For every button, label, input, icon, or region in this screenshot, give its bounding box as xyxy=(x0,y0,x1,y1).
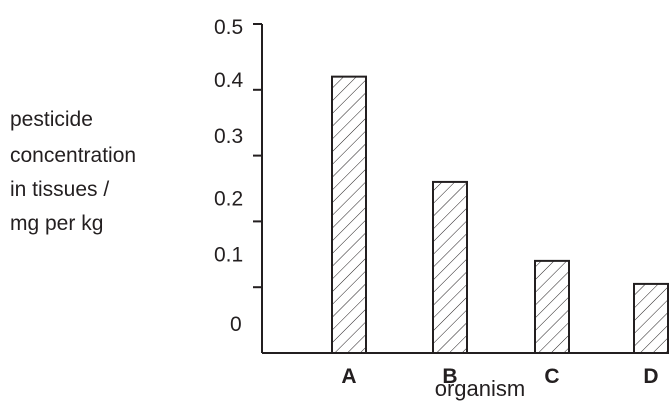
bar-A xyxy=(331,75,367,354)
bar-C xyxy=(534,259,570,355)
y-axis-label-line-1: pesticide xyxy=(10,108,93,131)
category-label-B: B xyxy=(442,365,457,388)
y-axis-label-line-3: in tissues / xyxy=(10,178,110,201)
y-tick-label-0.1: 0.1 xyxy=(214,244,243,267)
y-tick-label-0: 0 xyxy=(230,313,242,336)
y-tick-label-0.5: 0.5 xyxy=(214,16,243,39)
bar-D xyxy=(633,282,669,354)
category-label-A: A xyxy=(341,365,356,388)
x-axis-label: organism xyxy=(435,376,525,401)
category-label-C: C xyxy=(544,365,559,388)
bars xyxy=(331,75,669,355)
y-axis-label-line-2: concentration xyxy=(10,144,137,167)
bar-B xyxy=(432,180,468,354)
y-tick-label-0.2: 0.2 xyxy=(214,188,243,211)
y-tick-label-0.3: 0.3 xyxy=(214,125,243,148)
category-label-D: D xyxy=(643,365,658,388)
y-tick-label-0.4: 0.4 xyxy=(214,69,244,92)
y-axis-label-line-4: mg per kg xyxy=(10,212,104,235)
